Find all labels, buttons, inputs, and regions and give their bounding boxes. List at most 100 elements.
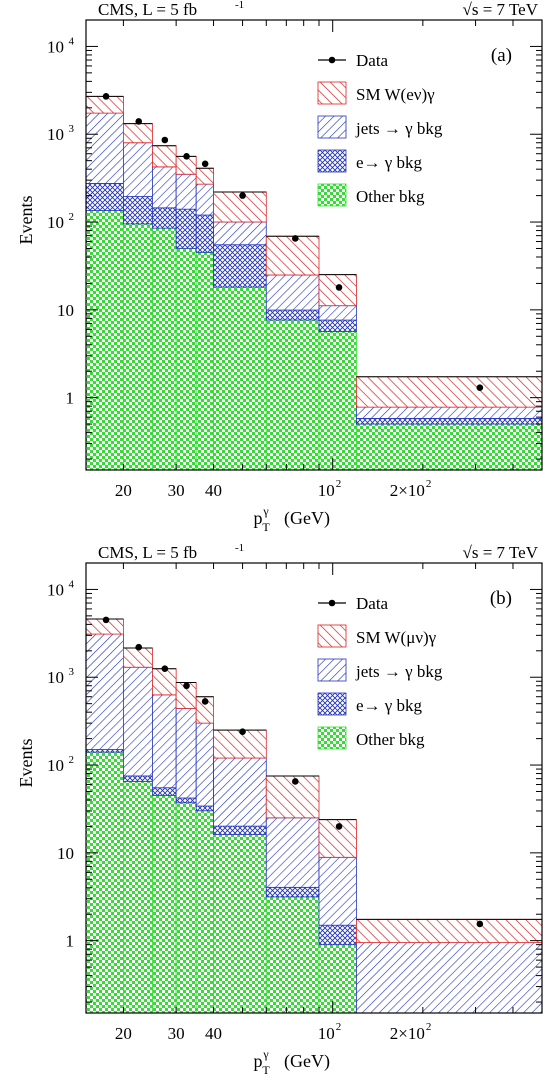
x-tick-label: 10 <box>318 481 335 500</box>
bar-hatch-blue-bin-4 <box>195 183 214 216</box>
panel-label: (a) <box>491 45 512 66</box>
bar-cross-bin-6 <box>265 309 320 321</box>
x-axis-label-unit: (GeV) <box>284 508 330 529</box>
bar-checker-bin-4 <box>195 251 214 471</box>
bar-cross-bin-3 <box>175 208 197 249</box>
y-tick-label: 1 <box>66 389 75 408</box>
data-point <box>102 93 110 100</box>
legend-data-marker <box>328 599 336 607</box>
bar-hatch-blue-bin-0 <box>85 633 124 750</box>
x-axis-label-sub: T <box>262 520 270 534</box>
header-left-sup: -1 <box>235 542 244 554</box>
x-axis-label-sup: γ <box>262 1047 269 1061</box>
bar-cross-bin-1 <box>123 775 153 782</box>
bar-hatch-blue-bin-5 <box>213 221 267 246</box>
x-tick-label: 20 <box>115 1024 132 1043</box>
bar-checker-bin-2 <box>152 794 177 1014</box>
y-tick-label: 10 <box>47 668 64 687</box>
legend-label: e→ γ bkg <box>356 153 423 172</box>
y-tick-label-exponent: 4 <box>69 35 75 47</box>
bar-checker-bin-7 <box>318 944 357 1014</box>
x-tick-label-exponent: 2 <box>426 1021 432 1033</box>
bar-hatch-blue-bin-7 <box>318 305 357 321</box>
data-point <box>183 682 190 690</box>
y-tick-label-exponent: 2 <box>69 754 75 766</box>
bar-hatch-blue-bin-2 <box>152 166 177 209</box>
x-axis-label-unit: (GeV) <box>284 1051 330 1072</box>
header-left: CMS, L = 5 fb <box>98 543 197 562</box>
data-point <box>201 698 209 705</box>
bar-hatch-blue-bin-3 <box>175 708 197 799</box>
legend-label: jets → γ bkg <box>355 119 443 138</box>
x-tick-label: 30 <box>168 1024 185 1043</box>
bar-hatch-blue-bin-5 <box>213 757 267 827</box>
bar-hatch-red-bin-8 <box>356 376 543 408</box>
bar-hatch-blue-bin-8 <box>356 942 543 1014</box>
legend-swatch-hatch-red <box>317 81 347 105</box>
legend-label: Data <box>356 594 389 613</box>
y-tick-label: 10 <box>57 301 74 320</box>
bar-cross-bin-0 <box>85 183 124 211</box>
x-axis-label: p <box>254 508 263 528</box>
data-point <box>183 153 190 160</box>
legend-label: Other bkg <box>356 730 425 749</box>
legend-swatch-cross <box>317 149 347 173</box>
panel-label: (b) <box>490 588 512 609</box>
y-tick-label: 10 <box>47 580 64 599</box>
x-tick-label-exponent: 2 <box>426 478 432 490</box>
y-tick-label-exponent: 4 <box>69 578 75 590</box>
x-tick-label: 2×10 <box>390 481 425 500</box>
data-point <box>291 778 299 785</box>
bar-checker-bin-1 <box>123 223 153 471</box>
bar-cross-bin-8 <box>356 418 543 425</box>
bar-cross-bin-1 <box>123 196 153 225</box>
bar-cross-bin-6 <box>265 886 320 898</box>
header-left: CMS, L = 5 fb <box>98 0 197 19</box>
header-right: √s = 7 TeV <box>463 0 539 19</box>
data-point <box>335 823 343 830</box>
y-axis-label: Events <box>16 196 36 245</box>
y-tick-label: 10 <box>47 213 64 232</box>
bar-checker-bin-1 <box>123 780 153 1014</box>
y-tick-label-exponent: 2 <box>69 211 75 223</box>
bar-cross-bin-4 <box>195 214 214 253</box>
legend-swatch-hatch-blue <box>317 115 347 139</box>
bar-checker-bin-5 <box>213 286 267 471</box>
y-axis-label: Events <box>16 739 36 788</box>
bar-hatch-red-bin-2 <box>152 668 177 696</box>
header-left-sup: -1 <box>235 0 244 11</box>
data-point <box>476 920 484 928</box>
bar-hatch-red-bin-1 <box>123 123 153 144</box>
y-tick-label: 10 <box>47 125 64 144</box>
y-tick-label-exponent: 3 <box>69 666 75 678</box>
legend-label: jets → γ bkg <box>355 662 443 681</box>
bar-checker-bin-8 <box>356 423 543 471</box>
x-axis-label-sub: T <box>262 1063 270 1077</box>
legend-label: SM W(μν)γ <box>356 628 437 647</box>
bar-hatch-red-bin-5 <box>213 729 267 759</box>
data-point <box>161 136 169 144</box>
bar-checker-bin-2 <box>152 227 177 471</box>
y-tick-label: 10 <box>57 844 74 863</box>
bar-checker-bin-0 <box>85 210 124 471</box>
bar-hatch-blue-bin-2 <box>152 694 177 789</box>
x-axis-label: p <box>254 1051 263 1071</box>
y-tick-label-exponent: 3 <box>69 123 75 135</box>
bar-hatch-blue-bin-8 <box>356 406 543 419</box>
data-point <box>239 728 246 735</box>
bar-cross-bin-4 <box>195 805 214 812</box>
bar-cross-bin-7 <box>318 319 357 333</box>
bar-cross-bin-3 <box>175 797 197 804</box>
bar-checker-bin-0 <box>85 751 124 1014</box>
x-tick-label: 20 <box>115 481 132 500</box>
legend-swatch-checker <box>317 183 347 207</box>
bar-cross-bin-5 <box>213 244 267 288</box>
bar-hatch-blue-bin-0 <box>85 112 124 184</box>
bar-cross-bin-5 <box>213 825 267 835</box>
data-point <box>239 192 246 199</box>
data-point <box>161 665 169 673</box>
legend-swatch-hatch-red <box>317 624 347 648</box>
bar-hatch-red-bin-4 <box>195 167 214 185</box>
x-tick-label: 10 <box>318 1024 335 1043</box>
